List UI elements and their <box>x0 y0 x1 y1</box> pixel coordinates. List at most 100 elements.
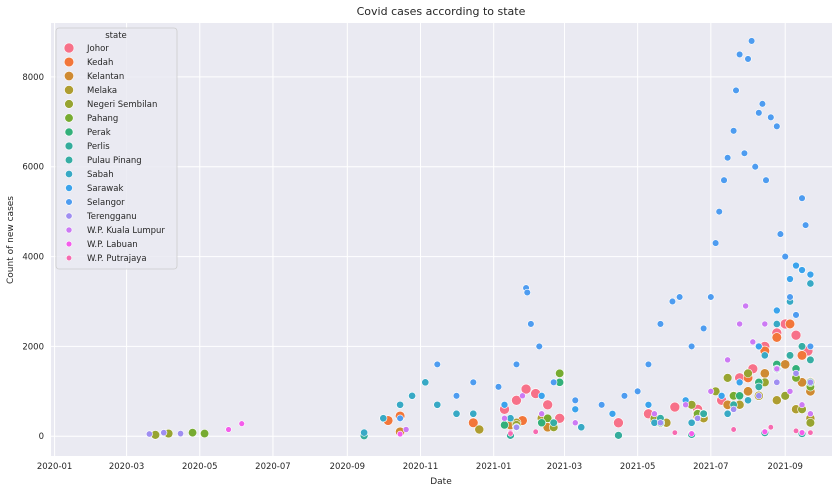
data-point <box>452 409 461 418</box>
data-point <box>743 386 754 397</box>
data-point <box>806 355 815 364</box>
legend-entry: Terengganu <box>65 212 137 222</box>
data-point <box>776 230 785 238</box>
data-point <box>755 342 763 351</box>
data-point <box>688 430 695 437</box>
y-tick-label: 0 <box>39 432 44 442</box>
x-tick-label: 2021-09 <box>767 462 803 472</box>
data-point <box>771 332 782 343</box>
data-point <box>773 306 781 315</box>
data-point <box>786 387 794 395</box>
x-tick-label: 2021-05 <box>620 462 656 472</box>
legend-entry: W.P. Labuan <box>65 240 138 250</box>
data-point <box>433 360 441 369</box>
legend-entries: Johor Kedah Kelantan Melaka Negeri Sembilan P… <box>63 42 165 264</box>
legend-entry: Selangor <box>65 198 125 208</box>
x-tick-label: 2021-03 <box>547 462 583 472</box>
data-point <box>543 413 553 423</box>
data-point <box>644 360 653 369</box>
data-point <box>160 429 168 437</box>
legend-marker <box>64 85 74 95</box>
data-point <box>538 410 546 418</box>
data-point <box>732 86 740 95</box>
data-point <box>723 154 732 162</box>
series-w-p-kuala-lumpur <box>402 302 814 433</box>
data-point <box>773 365 781 373</box>
legend-marker <box>65 226 73 234</box>
data-point <box>792 311 800 319</box>
data-point <box>506 414 515 423</box>
x-tick-label: 2020-03 <box>109 462 145 472</box>
y-tick-labels: 0 2000 4000 6000 8000 <box>22 73 44 442</box>
data-point <box>396 400 405 409</box>
data-point <box>668 297 677 306</box>
data-point <box>736 320 743 328</box>
legend-entry: Pulau Pinang <box>64 155 142 166</box>
data-point <box>433 400 442 409</box>
data-point <box>671 429 678 436</box>
data-point <box>751 163 759 171</box>
data-point <box>773 378 781 386</box>
data-point <box>724 356 731 364</box>
data-point <box>452 392 461 400</box>
data-point <box>519 392 526 400</box>
legend-label: W.P. Labuan <box>87 240 138 250</box>
data-point <box>682 401 689 409</box>
data-point <box>550 378 558 386</box>
data-point <box>806 342 815 351</box>
legend-label: Pahang <box>87 114 118 124</box>
data-point <box>687 342 696 351</box>
data-point <box>744 55 752 63</box>
x-tick-label: 2021-07 <box>693 462 729 472</box>
data-point <box>742 302 749 310</box>
data-point <box>608 409 617 418</box>
data-point <box>537 392 546 400</box>
legend-title: state <box>105 31 127 41</box>
legend-entry: Perlis <box>64 141 110 152</box>
legend-entry: Melaka <box>64 85 117 96</box>
data-point <box>535 342 543 351</box>
legend-entry: Kedah <box>63 56 113 68</box>
x-tick-label: 2020-11 <box>403 462 439 472</box>
data-point <box>145 430 153 438</box>
data-point <box>780 359 791 370</box>
data-point <box>598 401 606 409</box>
x-tick-label: 2021-01 <box>476 462 512 472</box>
data-point <box>512 423 520 431</box>
data-point <box>469 409 478 418</box>
y-axis-label: Count of new cases <box>6 196 16 284</box>
data-point <box>801 221 810 229</box>
legend-marker <box>65 240 73 248</box>
data-point <box>758 100 767 108</box>
data-point <box>532 428 539 435</box>
legend-marker <box>63 42 75 54</box>
data-point <box>177 430 185 438</box>
legend-entry: Johor <box>63 42 109 54</box>
x-tick-label: 2020-05 <box>182 462 218 472</box>
data-point <box>468 417 479 428</box>
data-point <box>396 414 404 422</box>
data-point <box>571 396 579 404</box>
x-tick-label: 2020-09 <box>330 462 366 472</box>
data-point <box>749 338 757 346</box>
legend-label: W.P. Putrajaya <box>87 254 147 264</box>
legend-marker <box>65 184 73 192</box>
data-point <box>715 208 723 216</box>
y-tick-label: 4000 <box>22 253 44 263</box>
data-point <box>360 428 369 437</box>
data-point <box>755 109 763 117</box>
data-point <box>723 409 732 418</box>
data-point <box>767 113 775 121</box>
data-point <box>614 431 623 440</box>
data-point <box>711 239 720 247</box>
legend-label: Johor <box>86 44 109 54</box>
data-point <box>798 266 806 274</box>
data-point <box>743 368 753 379</box>
data-point <box>469 378 477 386</box>
data-point <box>754 382 763 391</box>
data-point <box>555 368 565 378</box>
chart-title: Covid cases according to state <box>357 5 526 18</box>
data-point <box>644 400 653 409</box>
legend-label: W.P. Kuala Lumpur <box>87 226 165 236</box>
